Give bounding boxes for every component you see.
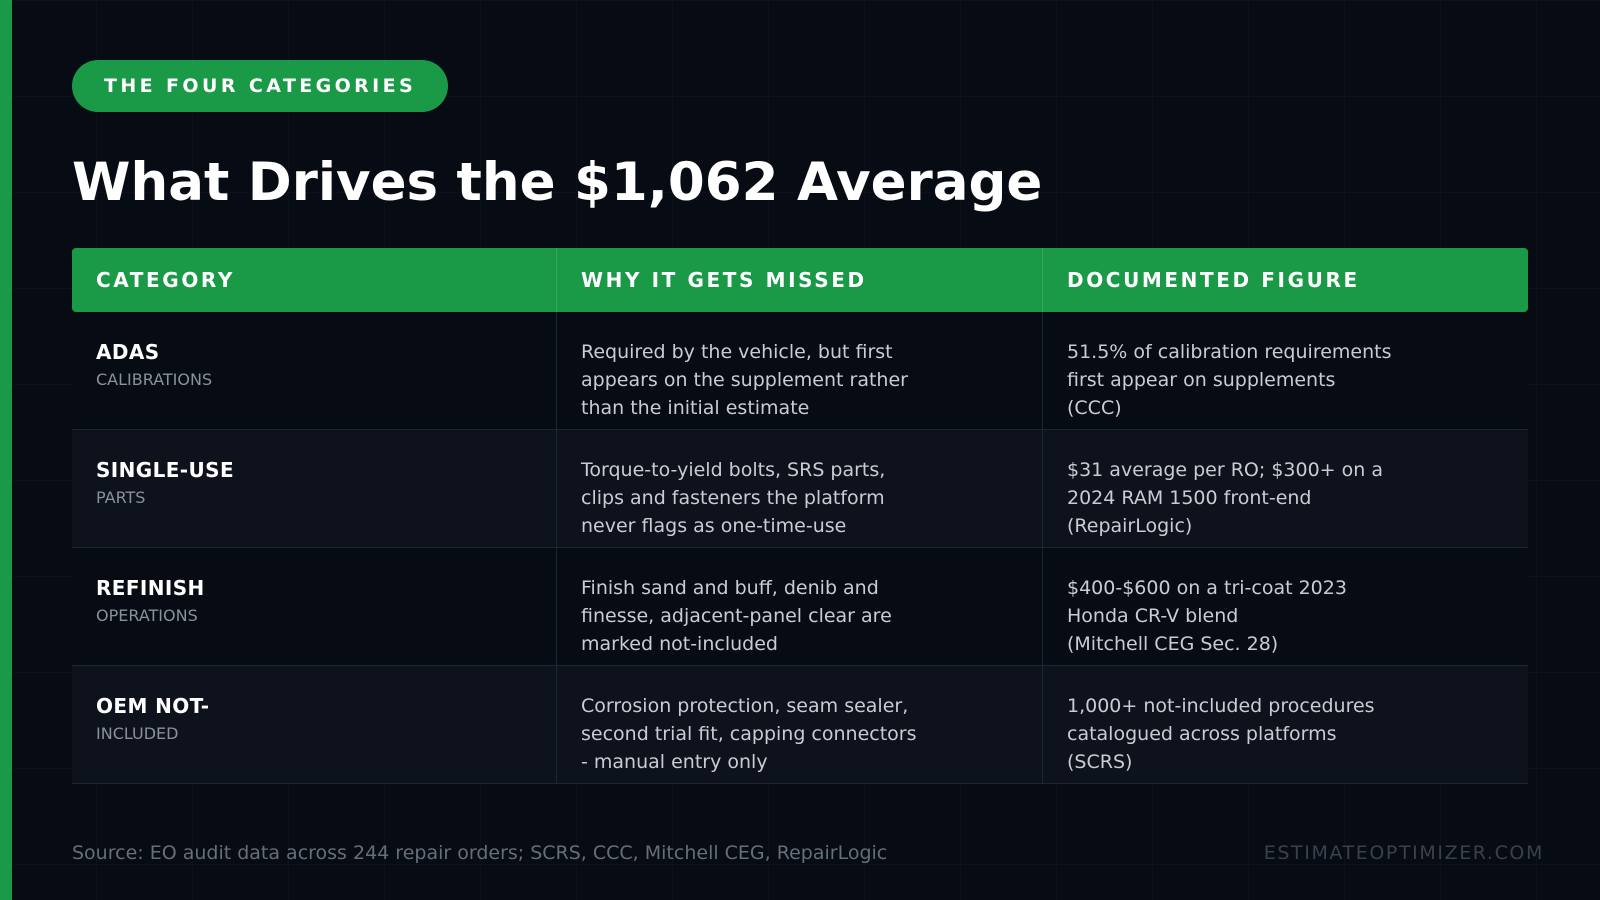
category-sub: PARTS [96, 488, 146, 507]
header-category: CATEGORY [72, 248, 557, 312]
page-title: What Drives the $1,062 Average [72, 152, 1043, 213]
table-row: OEM NOT- INCLUDED Corrosion protection, … [72, 666, 1528, 784]
categories-table: CATEGORY WHY IT GETS MISSED DOCUMENTED F… [72, 248, 1528, 784]
category-name: REFINISH [96, 576, 205, 600]
table-header: CATEGORY WHY IT GETS MISSED DOCUMENTED F… [72, 248, 1528, 312]
why-cell: Torque-to-yield bolts, SRS parts, clips … [557, 430, 1043, 547]
figure-text: $31 average per RO; $300+ on a 2024 RAM … [1067, 459, 1383, 537]
header-why-missed: WHY IT GETS MISSED [557, 248, 1043, 312]
header-documented-figure: DOCUMENTED FIGURE [1067, 268, 1360, 292]
figure-cell: $31 average per RO; $300+ on a 2024 RAM … [1043, 430, 1528, 547]
category-sub: INCLUDED [96, 724, 179, 743]
category-cell: OEM NOT- INCLUDED [72, 666, 557, 783]
category-sub: CALIBRATIONS [96, 370, 213, 389]
category-sub: OPERATIONS [96, 606, 198, 625]
why-cell: Finish sand and buff, denib and finesse,… [557, 548, 1043, 665]
why-text: Corrosion protection, seam sealer, secon… [581, 695, 917, 773]
figure-cell: 51.5% of calibration requirements first … [1043, 312, 1528, 429]
category-cell: SINGLE-USE PARTS [72, 430, 557, 547]
why-text: Required by the vehicle, but first appea… [581, 341, 908, 419]
figure-cell: $400-$600 on a tri-coat 2023 Honda CR-V … [1043, 548, 1528, 665]
table-row: REFINISH OPERATIONS Finish sand and buff… [72, 548, 1528, 666]
figure-text: $400-$600 on a tri-coat 2023 Honda CR-V … [1067, 577, 1347, 655]
table-row: ADAS CALIBRATIONS Required by the vehicl… [72, 312, 1528, 430]
brand-wordmark: ESTIMATEOPTIMIZER.COM [1263, 842, 1544, 864]
accent-bar [0, 0, 12, 900]
table-row: SINGLE-USE PARTS Torque-to-yield bolts, … [72, 430, 1528, 548]
source-note: Source: EO audit data across 244 repair … [72, 842, 888, 864]
category-name: ADAS [96, 340, 160, 364]
category-name: OEM NOT- [96, 694, 210, 718]
figure-text: 51.5% of calibration requirements first … [1067, 341, 1392, 419]
why-text: Finish sand and buff, denib and finesse,… [581, 577, 892, 655]
figure-cell: 1,000+ not-included procedures catalogue… [1043, 666, 1528, 783]
why-cell: Required by the vehicle, but first appea… [557, 312, 1043, 429]
figure-text: 1,000+ not-included procedures catalogue… [1067, 695, 1375, 773]
section-badge: THE FOUR CATEGORIES [72, 60, 449, 112]
why-text: Torque-to-yield bolts, SRS parts, clips … [581, 459, 886, 537]
category-cell: REFINISH OPERATIONS [72, 548, 557, 665]
why-cell: Corrosion protection, seam sealer, secon… [557, 666, 1043, 783]
category-cell: ADAS CALIBRATIONS [72, 312, 557, 429]
category-name: SINGLE-USE [96, 458, 235, 482]
